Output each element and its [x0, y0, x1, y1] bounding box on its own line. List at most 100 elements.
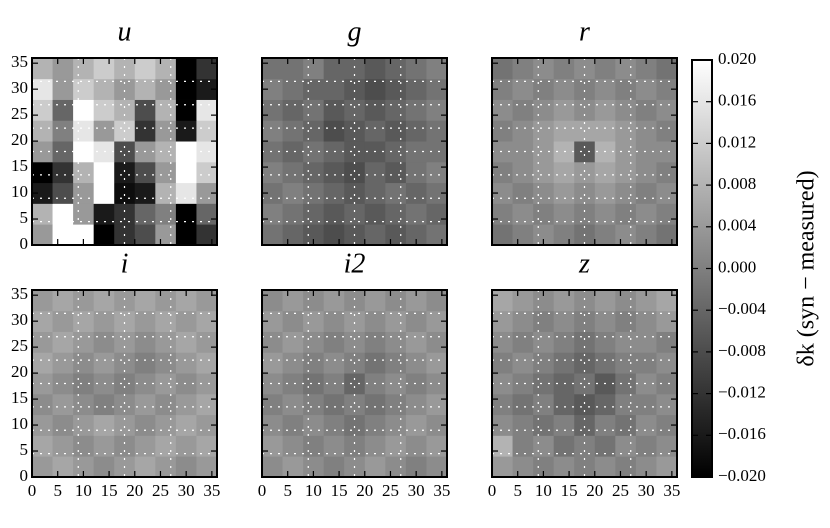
heatmap-cell: [615, 182, 637, 204]
heatmap-cell: [364, 414, 386, 436]
heatmap-cell: [175, 141, 197, 163]
heatmap-cell: [52, 352, 74, 374]
heatmap-cell: [175, 78, 197, 100]
heatmap-cell: [553, 99, 575, 121]
heatmap-cell: [615, 290, 637, 312]
heatmap-cell: [262, 393, 283, 416]
heatmap-cell: [196, 310, 218, 332]
heatmap-cell: [364, 224, 386, 246]
heatmap-cell: [533, 352, 555, 374]
heatmap-cell: [93, 99, 115, 121]
heatmap-cell: [364, 182, 386, 204]
heatmap-cell: [492, 78, 513, 100]
colorbar-tick-label: −0.016: [718, 424, 766, 443]
heatmap-cell: [426, 141, 448, 163]
heatmap-cell: [344, 203, 366, 225]
heatmap-cell: [303, 161, 325, 184]
heatmap-cell: [93, 310, 115, 332]
heatmap-cell: [196, 435, 218, 457]
heatmap-cell: [282, 310, 304, 332]
heatmap-cell: [364, 78, 386, 100]
heatmap-cell: [615, 99, 637, 121]
y-tick-label: 5: [20, 208, 29, 227]
heatmap-cell: [385, 414, 407, 436]
heatmap-cell: [52, 161, 74, 184]
y-tick-label: 15: [11, 388, 28, 407]
heatmap-cell: [52, 373, 74, 395]
y-tick-label: 10: [11, 414, 28, 433]
heatmap-cell: [282, 203, 304, 225]
heatmap-cell: [553, 120, 575, 142]
heatmap-cell: [323, 352, 345, 374]
heatmap-cell: [303, 120, 325, 142]
heatmap-cell: [323, 203, 345, 225]
heatmap-cell: [405, 393, 427, 416]
heatmap-cell: [114, 203, 136, 225]
heatmap-cell: [635, 182, 657, 204]
colorbar-tick-label: 0.020: [718, 49, 756, 68]
panel: r: [491, 16, 678, 246]
heatmap-cell: [344, 435, 366, 457]
heatmap-cell: [364, 290, 386, 312]
heatmap-cell: [553, 331, 575, 353]
heatmap-cell: [303, 310, 325, 332]
heatmap-cell: [533, 58, 555, 80]
heatmap-cell: [512, 224, 534, 246]
heatmap-cell: [344, 99, 366, 121]
heatmap-cell: [615, 203, 637, 225]
x-tick-label: 10: [75, 481, 92, 500]
heatmap-cell: [196, 456, 218, 478]
panel-title: r: [579, 16, 590, 47]
heatmap-cell: [282, 435, 304, 457]
heatmap-cell: [553, 310, 575, 332]
heatmap-cell: [134, 414, 156, 436]
heatmap-cell: [32, 393, 53, 416]
heatmap-cell: [344, 161, 366, 184]
heatmap-cell: [615, 161, 637, 184]
heatmap-cell: [405, 224, 427, 246]
heatmap-cell: [303, 456, 325, 478]
x-tick-label: 15: [101, 481, 118, 500]
heatmap-cell: [635, 435, 657, 457]
heatmap-cell: [574, 203, 596, 225]
heatmap-cell: [385, 290, 407, 312]
plot-frame: [491, 57, 678, 246]
heatmap-cell: [615, 393, 637, 416]
heatmap-cell: [93, 352, 115, 374]
heatmap-cell: [594, 203, 616, 225]
heatmap-cell: [52, 393, 74, 416]
heatmap-cell: [385, 99, 407, 121]
heatmap-cell: [426, 393, 448, 416]
heatmap-cell: [52, 290, 74, 312]
heatmap-cell: [385, 203, 407, 225]
heatmap-cell: [512, 182, 534, 204]
heatmap-cell: [303, 224, 325, 246]
heatmap-cell: [553, 352, 575, 374]
y-tick-label: 5: [20, 440, 29, 459]
heatmap-cell: [594, 78, 616, 100]
colorbar-tick-label: −0.020: [718, 466, 766, 485]
heatmap-cell: [93, 224, 115, 246]
heatmap-cell: [656, 331, 678, 353]
x-tick-label: 15: [561, 481, 578, 500]
heatmap-cell: [52, 310, 74, 332]
heatmap-cell: [114, 58, 136, 80]
heatmap-cell: [114, 182, 136, 204]
heatmap-cell: [385, 141, 407, 163]
heatmap-cell: [155, 331, 177, 353]
heatmap-cell: [492, 393, 513, 416]
heatmap-cell: [574, 310, 596, 332]
heatmap-cell: [175, 414, 197, 436]
heatmap-cell: [282, 120, 304, 142]
x-tick-label: 20: [356, 481, 373, 500]
heatmap-cell: [615, 414, 637, 436]
heatmap-cell: [615, 78, 637, 100]
heatmap-cell: [426, 161, 448, 184]
heatmap-cell: [385, 120, 407, 142]
plot-frame: [261, 289, 448, 478]
heatmap-cell: [405, 456, 427, 478]
heatmap-cell: [175, 182, 197, 204]
x-tick-label: 20: [126, 481, 143, 500]
heatmap-cell: [93, 435, 115, 457]
x-tick-label: 30: [178, 481, 195, 500]
